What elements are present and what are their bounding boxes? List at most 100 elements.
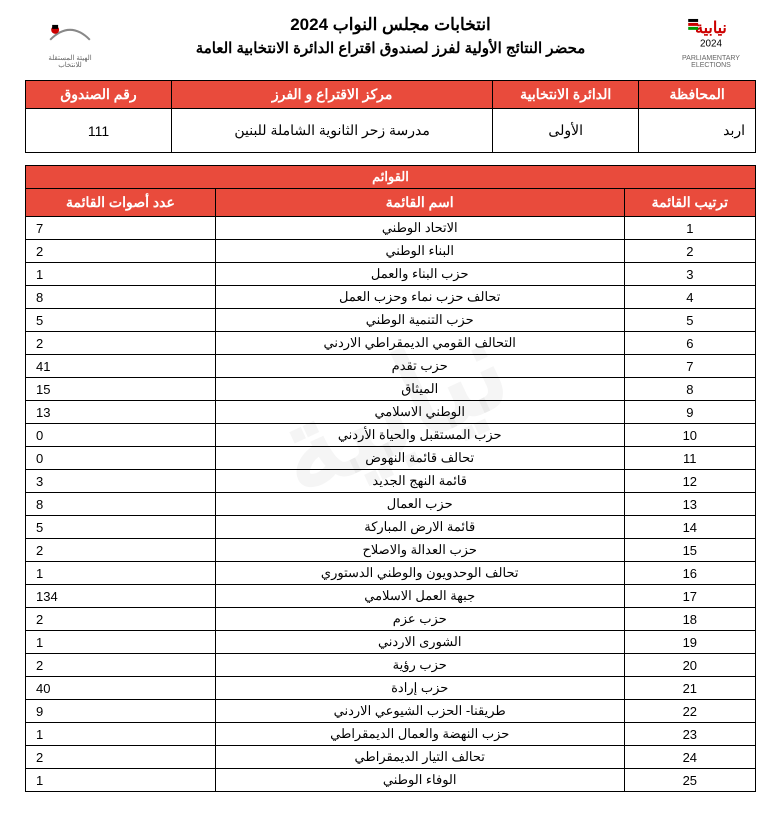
table-row: 14قائمة الارض المباركة5 — [26, 516, 756, 539]
table-row: 1الاتحاد الوطني7 — [26, 217, 756, 240]
cell-rank: 25 — [624, 769, 755, 792]
table-row: 8الميثاق15 — [26, 378, 756, 401]
cell-name: تحالف التيار الديمقراطي — [215, 746, 624, 769]
cell-rank: 8 — [624, 378, 755, 401]
cell-rank: 23 — [624, 723, 755, 746]
cell-rank: 19 — [624, 631, 755, 654]
cell-votes: 40 — [26, 677, 216, 700]
table-row: 13حزب العمال8 — [26, 493, 756, 516]
info-header-governorate: المحافظة — [639, 81, 756, 109]
cell-votes: 2 — [26, 654, 216, 677]
cell-name: حزب النهضة والعمال الديمقراطي — [215, 723, 624, 746]
cell-name: تحالف الوحدويون والوطني الدستوري — [215, 562, 624, 585]
cell-rank: 16 — [624, 562, 755, 585]
cell-votes: 1 — [26, 723, 216, 746]
cell-rank: 9 — [624, 401, 755, 424]
lists-section-title: القوائم — [26, 166, 756, 189]
cell-name: الوفاء الوطني — [215, 769, 624, 792]
cell-votes: 1 — [26, 562, 216, 585]
cell-name: حزب المستقبل والحياة الأردني — [215, 424, 624, 447]
cell-name: الاتحاد الوطني — [215, 217, 624, 240]
table-row: 9الوطني الاسلامي13 — [26, 401, 756, 424]
table-row: 18حزب عزم2 — [26, 608, 756, 631]
table-row: 20حزب رؤية2 — [26, 654, 756, 677]
cell-name: البناء الوطني — [215, 240, 624, 263]
table-row: 12قائمة النهج الجديد3 — [26, 470, 756, 493]
cell-votes: 7 — [26, 217, 216, 240]
cell-votes: 13 — [26, 401, 216, 424]
table-row: 23حزب النهضة والعمال الديمقراطي1 — [26, 723, 756, 746]
cell-rank: 22 — [624, 700, 755, 723]
info-header-center: مركز الاقتراع و الفرز — [172, 81, 493, 109]
cell-rank: 18 — [624, 608, 755, 631]
cell-name: قائمة الارض المباركة — [215, 516, 624, 539]
svg-text:نيابية: نيابية — [695, 20, 727, 37]
cell-rank: 21 — [624, 677, 755, 700]
svg-text:2024: 2024 — [700, 39, 723, 50]
title-main: انتخابات مجلس النواب 2024 — [115, 15, 666, 35]
results-table: القوائم ترتيب القائمة اسم القائمة عدد أص… — [25, 165, 756, 792]
cell-rank: 12 — [624, 470, 755, 493]
table-row: 19الشورى الاردني1 — [26, 631, 756, 654]
table-row: 25الوفاء الوطني1 — [26, 769, 756, 792]
cell-votes: 0 — [26, 447, 216, 470]
cell-votes: 41 — [26, 355, 216, 378]
title-sub: محضر النتائج الأولية لفرز لصندوق اقتراع … — [115, 39, 666, 57]
cell-rank: 5 — [624, 309, 755, 332]
cell-votes: 15 — [26, 378, 216, 401]
cell-rank: 3 — [624, 263, 755, 286]
info-value-box: 111 — [26, 109, 172, 153]
cell-name: قائمة النهج الجديد — [215, 470, 624, 493]
table-row: 6التحالف القومي الديمقراطي الاردني2 — [26, 332, 756, 355]
cell-name: الميثاق — [215, 378, 624, 401]
cell-votes: 134 — [26, 585, 216, 608]
cell-votes: 1 — [26, 263, 216, 286]
cell-votes: 8 — [26, 493, 216, 516]
cell-name: حزب رؤية — [215, 654, 624, 677]
cell-rank: 7 — [624, 355, 755, 378]
info-value-center: مدرسة زحر الثانوية الشاملة للبنين — [172, 109, 493, 153]
cell-votes: 8 — [26, 286, 216, 309]
cell-votes: 2 — [26, 746, 216, 769]
cell-rank: 17 — [624, 585, 755, 608]
table-row: 17جبهة العمل الاسلامي134 — [26, 585, 756, 608]
table-row: 24تحالف التيار الديمقراطي2 — [26, 746, 756, 769]
info-table: المحافظة الدائرة الانتخابية مركز الاقترا… — [25, 80, 756, 153]
cell-rank: 1 — [624, 217, 755, 240]
table-row: 11تحالف قائمة النهوض0 — [26, 447, 756, 470]
cell-votes: 2 — [26, 240, 216, 263]
cell-rank: 6 — [624, 332, 755, 355]
cell-name: حزب التنمية الوطني — [215, 309, 624, 332]
cell-votes: 1 — [26, 631, 216, 654]
cell-name: طريقنا- الحزب الشيوعي الاردني — [215, 700, 624, 723]
cell-name: حزب تقدم — [215, 355, 624, 378]
cell-name: حزب العمال — [215, 493, 624, 516]
cell-votes: 2 — [26, 332, 216, 355]
table-row: 22طريقنا- الحزب الشيوعي الاردني9 — [26, 700, 756, 723]
col-header-votes: عدد أصوات القائمة — [26, 189, 216, 217]
cell-votes: 3 — [26, 470, 216, 493]
cell-rank: 13 — [624, 493, 755, 516]
col-header-rank: ترتيب القائمة — [624, 189, 755, 217]
cell-rank: 20 — [624, 654, 755, 677]
cell-votes: 1 — [26, 769, 216, 792]
cell-votes: 5 — [26, 309, 216, 332]
logo-elections-2024: نيابية 2024 PARLIAMENTARY ELECTIONS — [666, 15, 756, 70]
cell-rank: 10 — [624, 424, 755, 447]
cell-name: التحالف القومي الديمقراطي الاردني — [215, 332, 624, 355]
cell-name: حزب البناء والعمل — [215, 263, 624, 286]
info-value-governorate: اربد — [639, 109, 756, 153]
table-row: 10حزب المستقبل والحياة الأردني0 — [26, 424, 756, 447]
cell-name: تحالف حزب نماء وحزب العمل — [215, 286, 624, 309]
cell-name: حزب إرادة — [215, 677, 624, 700]
cell-name: حزب العدالة والاصلاح — [215, 539, 624, 562]
logo-iec: الهيئة المستقلةللانتخاب — [25, 15, 115, 70]
document-header: نيابية 2024 PARLIAMENTARY ELECTIONS انتخ… — [25, 15, 756, 70]
col-header-name: اسم القائمة — [215, 189, 624, 217]
cell-votes: 2 — [26, 608, 216, 631]
table-row: 3حزب البناء والعمل1 — [26, 263, 756, 286]
cell-rank: 11 — [624, 447, 755, 470]
cell-rank: 4 — [624, 286, 755, 309]
table-row: 5حزب التنمية الوطني5 — [26, 309, 756, 332]
cell-name: حزب عزم — [215, 608, 624, 631]
